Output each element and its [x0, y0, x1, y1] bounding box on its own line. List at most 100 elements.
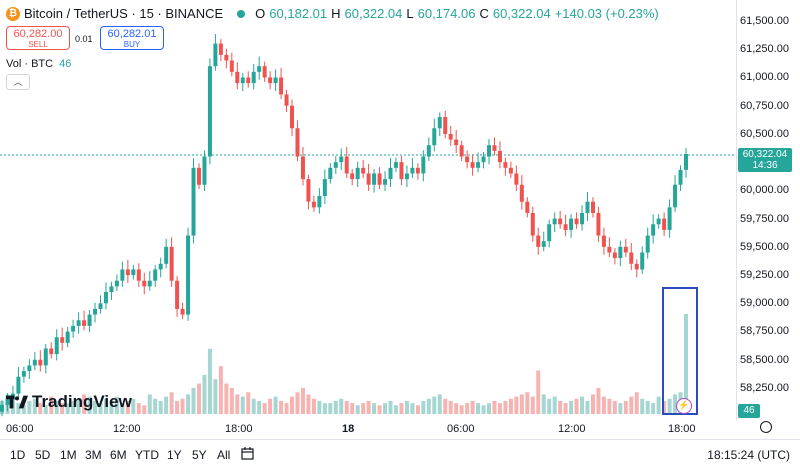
volume-bar — [541, 394, 546, 414]
volume-bar — [651, 403, 656, 414]
timezone-clock[interactable]: 18:15:24 (UTC) — [707, 448, 790, 462]
candle-body — [43, 348, 48, 366]
volume-bar — [147, 394, 152, 414]
candle-body — [372, 173, 377, 185]
symbol-title[interactable]: Bitcoin / TetherUS · 15 · BINANCE — [24, 6, 224, 21]
volume-bar — [218, 366, 223, 414]
timeframe-button[interactable]: 1Y — [167, 448, 182, 462]
volume-bar — [492, 400, 497, 414]
tradingview-mark-icon — [6, 395, 28, 409]
volume-bar — [421, 400, 426, 414]
volume-bar — [574, 398, 579, 414]
volume-bar — [317, 400, 322, 414]
timeframe-button[interactable]: YTD — [135, 448, 159, 462]
candle-body — [164, 246, 169, 264]
timeframe-button[interactable]: 5Y — [192, 448, 207, 462]
time-axis-label: 18:00 — [668, 423, 696, 435]
candle-body — [158, 263, 163, 270]
volume-bar — [142, 405, 147, 414]
collapse-legend-button[interactable]: ︿ — [6, 74, 30, 90]
volume-bar — [300, 387, 305, 414]
candle-body — [136, 269, 141, 281]
volume-bar — [580, 396, 585, 414]
candle-body — [612, 252, 617, 259]
volume-bar — [109, 400, 114, 414]
volume-bar — [497, 403, 502, 414]
timeframe-button[interactable]: 1D — [10, 448, 26, 462]
sell-label: SELL — [28, 40, 48, 49]
volume-bar — [623, 400, 628, 414]
volume-bar — [43, 405, 48, 414]
calendar-range-icon[interactable] — [240, 446, 256, 462]
volume-bar — [470, 400, 475, 414]
volume-bar — [530, 396, 535, 414]
sell-button[interactable]: 60,282.00 SELL — [6, 26, 70, 50]
volume-legend[interactable]: Vol · BTC 46 — [6, 58, 71, 70]
volume-bar — [196, 383, 201, 414]
timeframe-button[interactable]: 1M — [60, 448, 77, 462]
candle-body — [284, 94, 289, 106]
timeframe-button[interactable]: All — [217, 448, 231, 462]
candle-body — [503, 162, 508, 168]
candle-body — [454, 139, 459, 146]
candle-body — [82, 320, 87, 326]
price-axis-label: 58,750.00 — [740, 325, 789, 337]
price-axis-label: 60,750.00 — [740, 100, 789, 112]
candle-body — [279, 77, 284, 95]
candle-body — [76, 320, 81, 326]
spread-value: 0.01 — [75, 34, 93, 44]
candle-body — [273, 77, 278, 84]
volume-bar — [213, 379, 218, 414]
volume-bar — [76, 398, 81, 414]
flash-event-icon[interactable]: ⚡ — [676, 398, 692, 414]
candle-body — [246, 77, 251, 84]
time-axis-label: 12:00 — [558, 423, 586, 435]
candle-body — [525, 201, 530, 213]
candle-body — [268, 77, 273, 84]
candle-body — [317, 196, 322, 208]
volume-bar — [306, 394, 311, 414]
volume-bar — [87, 396, 92, 414]
volume-bar — [618, 403, 623, 414]
buy-button[interactable]: 60,282.01 BUY — [100, 26, 164, 50]
volume-bar — [38, 403, 43, 414]
volume-bar — [569, 400, 574, 414]
price-chart[interactable] — [0, 0, 736, 420]
candle-body — [339, 156, 344, 163]
volume-bar — [377, 405, 382, 414]
time-axis-label: 06:00 — [447, 423, 475, 435]
current-price-tag: 60,322.04 14:36 — [738, 148, 792, 172]
candle-body — [38, 359, 43, 366]
volume-bar — [202, 374, 207, 414]
volume-bar — [175, 400, 180, 414]
candle-body — [311, 201, 316, 208]
candle-body — [251, 71, 256, 84]
gear-icon[interactable] — [760, 421, 772, 433]
volume-bar — [257, 400, 262, 414]
timeframe-button[interactable]: 3M — [85, 448, 102, 462]
volume-bar — [393, 405, 398, 414]
volume-bar — [673, 394, 678, 414]
volume-bar — [27, 400, 32, 414]
candle-body — [618, 246, 623, 259]
candle-body — [383, 179, 388, 185]
candle-body — [678, 169, 683, 185]
volume-bar — [246, 392, 251, 414]
timeframe-button[interactable]: 5D — [35, 448, 51, 462]
candle-body — [673, 184, 678, 208]
price-axis[interactable] — [736, 0, 800, 420]
volume-bar — [558, 400, 563, 414]
candle-body — [585, 201, 590, 213]
candle-body — [667, 207, 672, 230]
volume-bar — [191, 387, 196, 414]
candle-body — [656, 218, 661, 225]
volume-bar — [16, 403, 21, 414]
volume-bar — [311, 398, 316, 414]
symbol-header[interactable]: ₿ Bitcoin / TetherUS · 15 · BINANCE O 60,… — [6, 6, 659, 21]
volume-bar — [508, 398, 513, 414]
volume-bar — [590, 394, 595, 414]
timeframe-button[interactable]: 6M — [110, 448, 127, 462]
volume-bar — [514, 396, 519, 414]
candle-body — [623, 246, 628, 253]
candle-body — [49, 348, 54, 355]
